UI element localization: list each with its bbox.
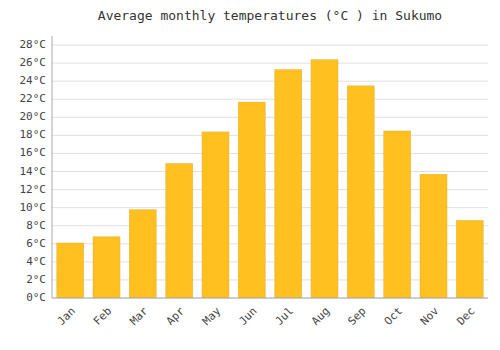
y-tick-label: 20°C (20, 110, 47, 123)
y-tick-label: 22°C (20, 92, 47, 105)
bar (384, 131, 411, 298)
x-tick-label: Mar (127, 304, 151, 328)
bar (420, 174, 447, 298)
x-tick-label: Jan (55, 305, 78, 328)
x-tick-label: Nov (418, 304, 442, 328)
x-tick-label: Sep (345, 305, 368, 328)
y-tick-label: 6°C (26, 237, 46, 250)
y-tick-label: 28°C (20, 38, 47, 51)
y-tick-label: 4°C (26, 255, 46, 268)
bar (456, 220, 483, 298)
y-axis: 0°C 2°C 4°C 6°C 8°C 10°C 12°C 14°C 16°C 18°C 20°C 2… (20, 36, 53, 304)
bar (93, 237, 120, 298)
bar (311, 59, 338, 298)
bar (275, 69, 302, 298)
y-axis-line (52, 36, 53, 298)
x-tick-label: Dec (454, 305, 477, 328)
x-tick-label: Oct (382, 305, 405, 328)
grid-line (52, 81, 488, 82)
bar (166, 163, 193, 298)
y-tick-label: 10°C (20, 201, 47, 214)
bars (57, 59, 484, 298)
x-axis: Jan Feb Mar Apr May Jun Jul Aug Sep Oct Nov Dec (52, 298, 488, 328)
x-axis-line (52, 298, 488, 299)
bar (202, 132, 229, 298)
y-tick-label: 16°C (20, 146, 47, 159)
chart-container: 0°C 2°C 4°C 6°C 8°C 10°C 12°C 14°C 16°C 18°C 20°C 2… (0, 0, 500, 350)
y-tick-label: 14°C (20, 165, 47, 178)
chart-title: Average monthly temperatures (°C ) in Su… (98, 8, 442, 23)
bar (238, 102, 265, 298)
grid-line (52, 135, 488, 136)
grid-line (52, 171, 488, 172)
grid-line (52, 298, 488, 299)
x-tick-label: May (200, 304, 224, 328)
grid-line (52, 45, 488, 46)
bar (129, 209, 156, 298)
y-tick-label: 0°C (26, 291, 46, 304)
x-tick-label: Jun (236, 305, 259, 328)
y-grid (52, 45, 488, 298)
x-tick-label: Apr (164, 304, 188, 328)
y-tick-label: 26°C (20, 56, 47, 69)
grid-line (52, 153, 488, 154)
grid-line (52, 63, 488, 64)
y-tick-label: 8°C (26, 219, 46, 232)
y-tick-label: 2°C (26, 273, 46, 286)
bar (57, 243, 84, 298)
grid-line (52, 117, 488, 118)
x-tick-label: Aug (309, 305, 332, 328)
x-tick-label: Feb (91, 305, 114, 328)
bar (347, 86, 374, 298)
y-tick-label: 24°C (20, 74, 47, 87)
y-tick-label: 12°C (20, 183, 47, 196)
grid-line (52, 99, 488, 100)
x-tick-label: Jul (273, 305, 296, 328)
y-tick-label: 18°C (20, 128, 47, 141)
chart-svg: 0°C 2°C 4°C 6°C 8°C 10°C 12°C 14°C 16°C 18°C 20°C 2… (0, 0, 500, 350)
